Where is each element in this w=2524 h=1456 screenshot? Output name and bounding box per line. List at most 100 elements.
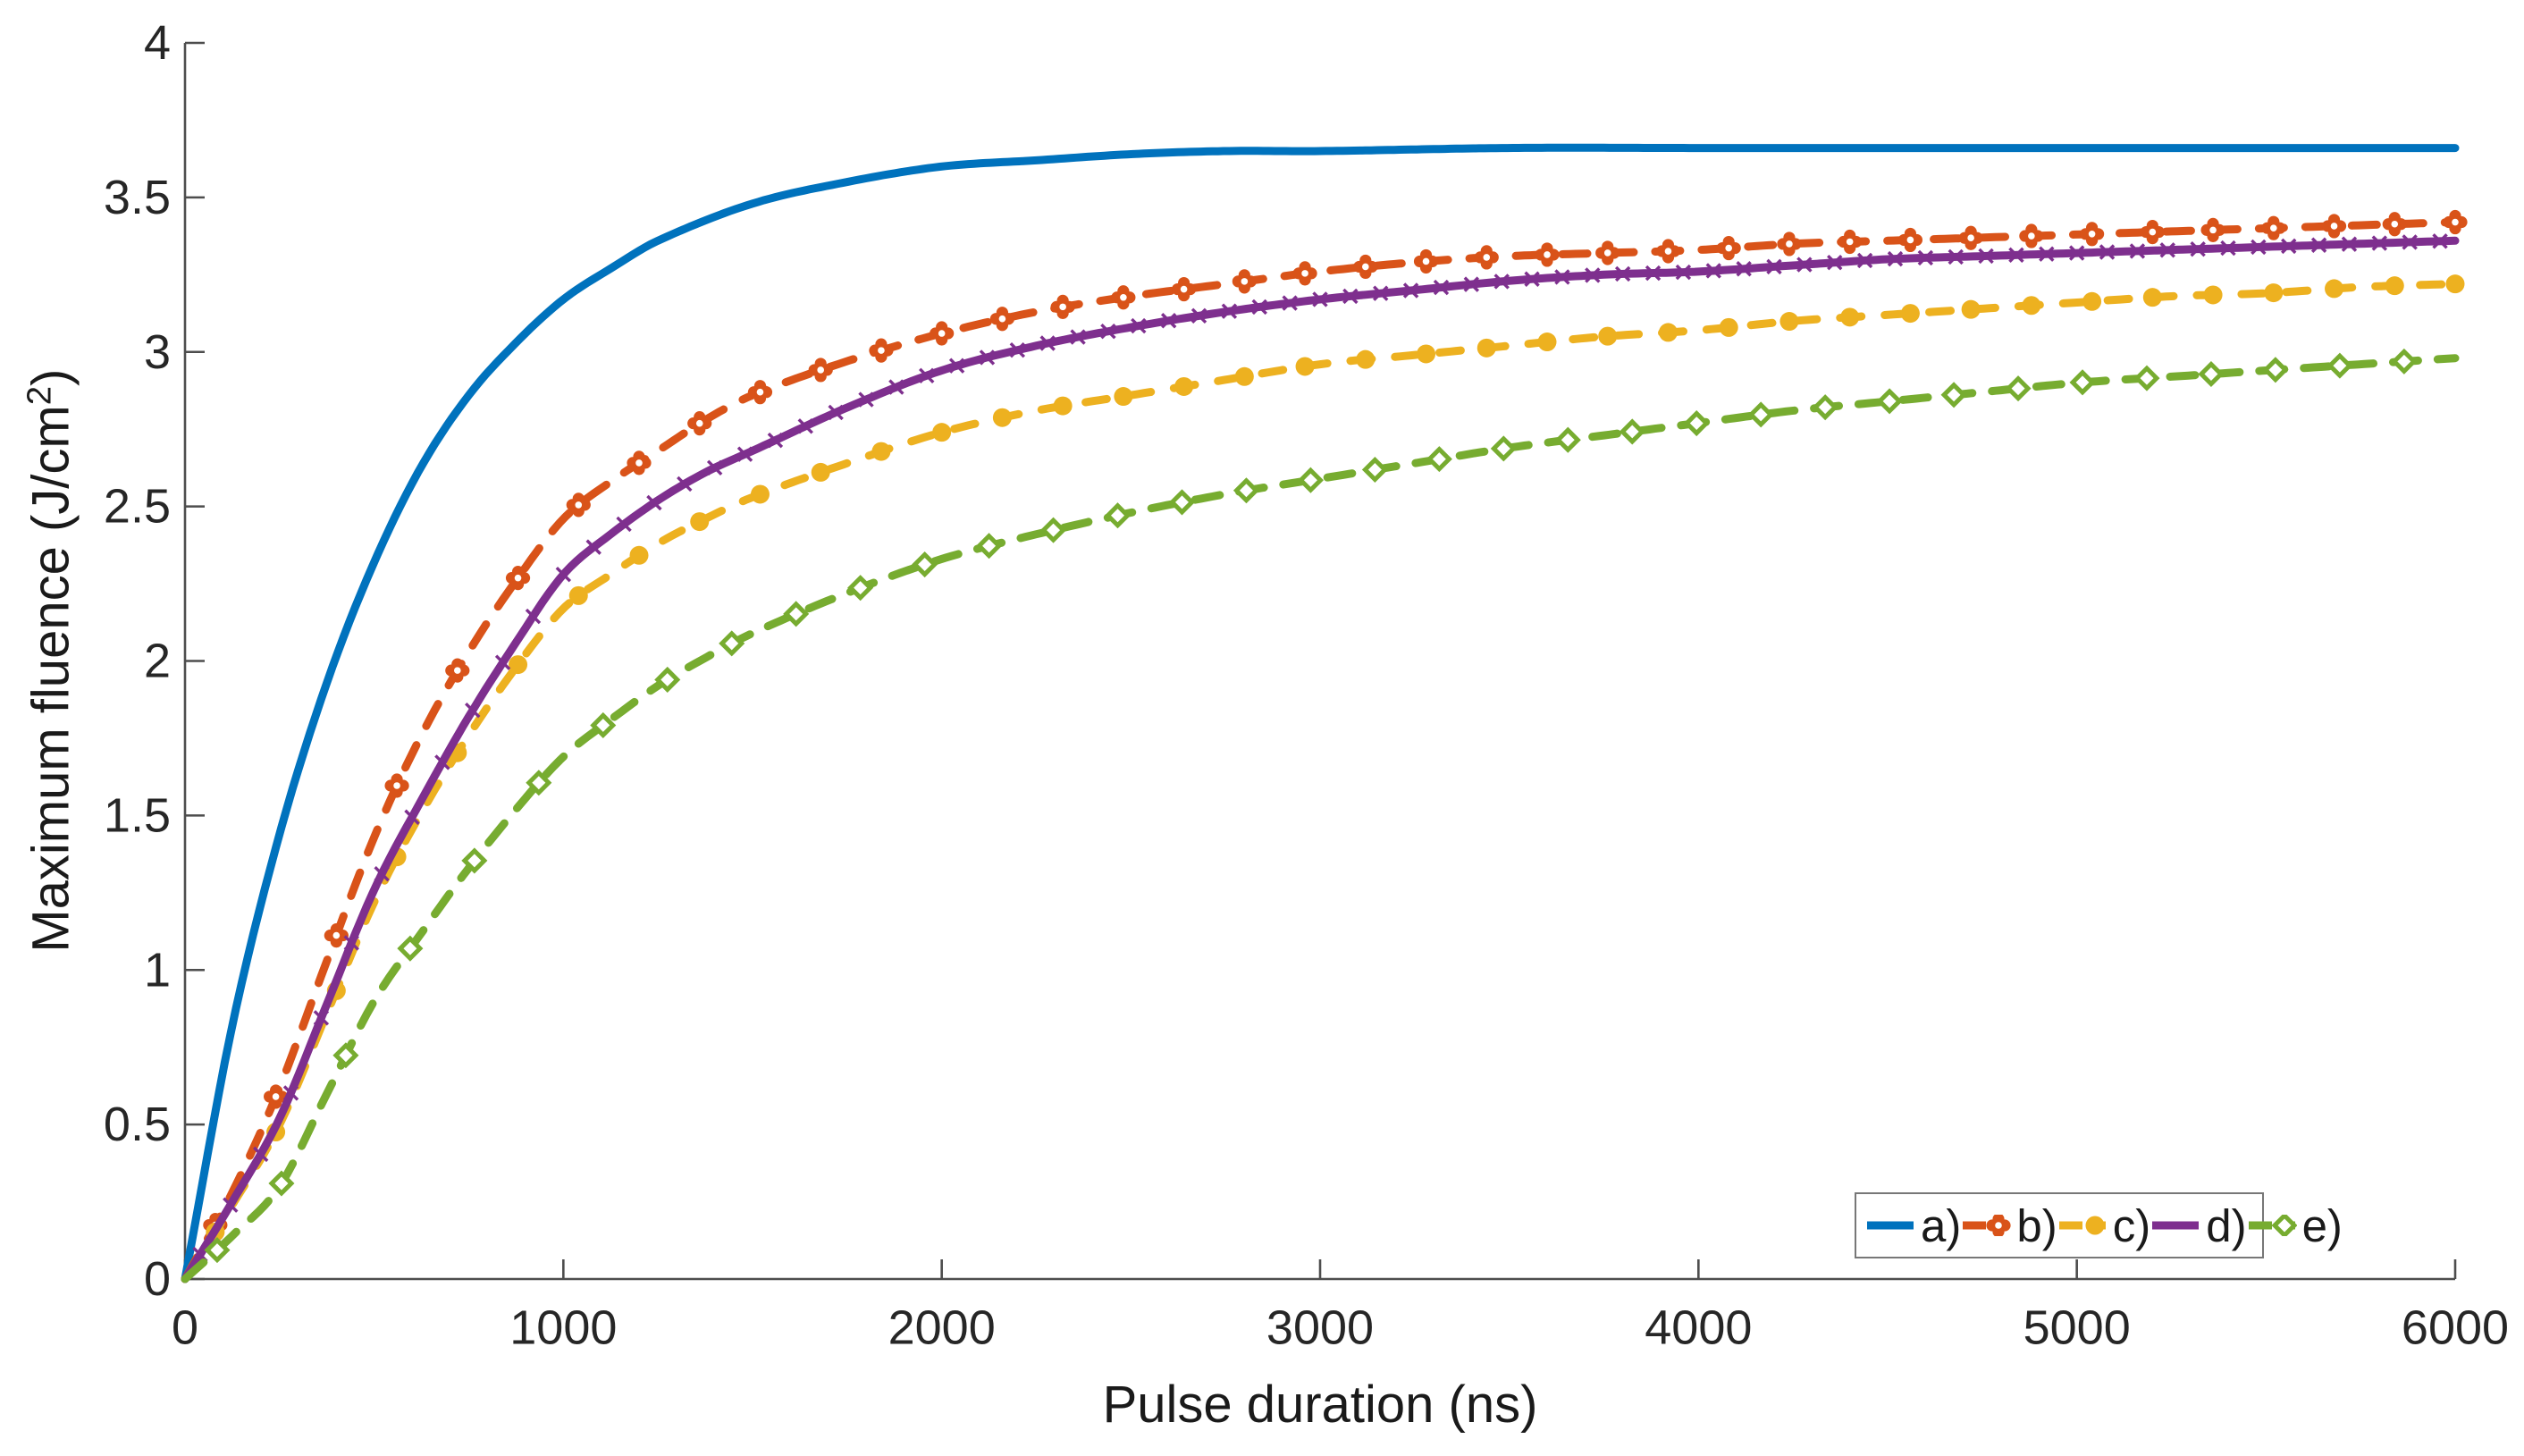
marker-x bbox=[677, 476, 693, 492]
marker-open-rosette bbox=[1353, 254, 1378, 280]
marker-filled-circle bbox=[750, 484, 770, 504]
series-line bbox=[181, 143, 2460, 1283]
marker-x bbox=[1493, 274, 1510, 290]
marker-open-diamond bbox=[847, 575, 874, 602]
marker-open-diamond bbox=[1940, 382, 1967, 408]
marker-open-diamond bbox=[2271, 1215, 2297, 1236]
marker-open-rosette bbox=[1958, 225, 1983, 250]
marker-open-diamond bbox=[332, 1042, 359, 1069]
marker-open-rosette bbox=[869, 338, 894, 363]
marker-filled-circle bbox=[2082, 291, 2102, 311]
marker-open-rosette bbox=[2382, 212, 2407, 237]
legend-label: e) bbox=[2301, 1199, 2343, 1251]
legend-label: d) bbox=[2206, 1199, 2247, 1251]
marker-open-rosette bbox=[1413, 248, 1439, 274]
marker-filled-circle bbox=[2203, 285, 2223, 305]
marker-filled-circle bbox=[1234, 366, 1254, 386]
series-b bbox=[181, 209, 2468, 1283]
marker-x bbox=[2341, 236, 2358, 252]
marker-open-diamond bbox=[783, 601, 810, 627]
marker-x bbox=[1009, 342, 1026, 358]
marker-filled-circle bbox=[1295, 357, 1315, 376]
marker-open-diamond bbox=[2262, 357, 2289, 383]
marker-open-diamond bbox=[1619, 418, 1645, 445]
marker-x bbox=[1614, 265, 1631, 282]
marker-x bbox=[374, 865, 390, 882]
marker-x bbox=[888, 379, 904, 395]
marker-x bbox=[1433, 279, 1450, 296]
marker-filled-circle bbox=[2022, 296, 2041, 316]
marker-x bbox=[1887, 250, 1904, 267]
marker-x bbox=[525, 608, 542, 625]
marker-open-rosette bbox=[2019, 223, 2044, 248]
marker-open-diamond bbox=[976, 533, 1003, 560]
marker-x bbox=[1766, 258, 1782, 275]
marker-filled-circle bbox=[1961, 299, 1981, 319]
marker-open-rosette bbox=[2321, 214, 2347, 239]
marker-open-diamond bbox=[1168, 489, 1196, 516]
marker-open-diamond bbox=[1683, 410, 1710, 437]
marker-open-rosette bbox=[930, 321, 955, 346]
marker-open-rosette bbox=[627, 450, 652, 476]
marker-open-rosette bbox=[324, 923, 349, 948]
marker-open-diamond bbox=[1361, 456, 1388, 484]
series-line bbox=[181, 280, 2460, 1283]
marker-open-rosette bbox=[989, 307, 1014, 332]
marker-open-rosette bbox=[1838, 229, 1863, 255]
marker-open-diamond bbox=[912, 551, 938, 578]
marker-open-rosette bbox=[1111, 285, 1136, 310]
y-tick-label: 2 bbox=[144, 635, 171, 688]
marker-open-diamond bbox=[1812, 394, 1838, 421]
marker-x bbox=[343, 935, 359, 951]
marker-filled-circle bbox=[1719, 317, 1738, 337]
marker-x bbox=[1827, 255, 1843, 271]
marker-x bbox=[767, 432, 784, 449]
marker-open-diamond bbox=[1040, 517, 1067, 543]
marker-filled-circle bbox=[1174, 376, 1194, 396]
legend-sample bbox=[2152, 1221, 2200, 1230]
legend-label: b) bbox=[2016, 1199, 2057, 1251]
marker-x bbox=[2039, 246, 2055, 262]
legend-entry-a: a) bbox=[1865, 1199, 1961, 1252]
marker-x bbox=[919, 367, 935, 383]
marker-x bbox=[2190, 240, 2206, 257]
legend-entry-b: b) bbox=[1961, 1199, 2057, 1252]
y-tick-label: 0 bbox=[144, 1252, 171, 1306]
marker-x bbox=[616, 516, 632, 533]
marker-open-rosette bbox=[2080, 222, 2105, 247]
y-tick-label: 3.5 bbox=[104, 171, 171, 224]
marker-x bbox=[313, 1010, 330, 1026]
marker-open-diamond bbox=[1554, 426, 1581, 453]
marker-x bbox=[858, 391, 874, 408]
marker-open-rosette bbox=[384, 773, 409, 798]
x-tick-label: 2000 bbox=[888, 1300, 996, 1354]
marker-open-rosette bbox=[1474, 245, 1499, 270]
marker-filled-circle bbox=[1417, 344, 1436, 364]
marker-open-diamond bbox=[2326, 352, 2353, 379]
marker-open-rosette bbox=[445, 658, 470, 683]
marker-x bbox=[1221, 303, 1238, 319]
x-tick-label: 3000 bbox=[1266, 1300, 1374, 1354]
marker-x bbox=[1070, 329, 1086, 345]
marker-x bbox=[2068, 245, 2085, 261]
marker-filled-circle bbox=[1658, 323, 1678, 342]
y-tick-label: 3 bbox=[144, 325, 171, 379]
marker-open-rosette bbox=[2443, 209, 2468, 235]
marker-x bbox=[223, 1197, 239, 1213]
marker-x bbox=[979, 349, 996, 366]
marker-filled-circle bbox=[1114, 387, 1133, 407]
marker-x bbox=[404, 809, 420, 825]
marker-filled-circle bbox=[690, 512, 710, 532]
legend-sample bbox=[1867, 1221, 1914, 1230]
marker-open-rosette bbox=[1292, 261, 1317, 286]
marker-open-rosette bbox=[1777, 231, 1802, 257]
legend-sample bbox=[2248, 1215, 2297, 1236]
marker-x bbox=[1373, 285, 1389, 301]
x-axis-label: Pulse duration (ns) bbox=[1102, 1376, 1538, 1434]
marker-x bbox=[585, 539, 602, 555]
marker-x bbox=[494, 654, 511, 670]
y-axis-label-suffix: ) bbox=[21, 369, 80, 387]
series-line bbox=[181, 236, 2460, 1283]
